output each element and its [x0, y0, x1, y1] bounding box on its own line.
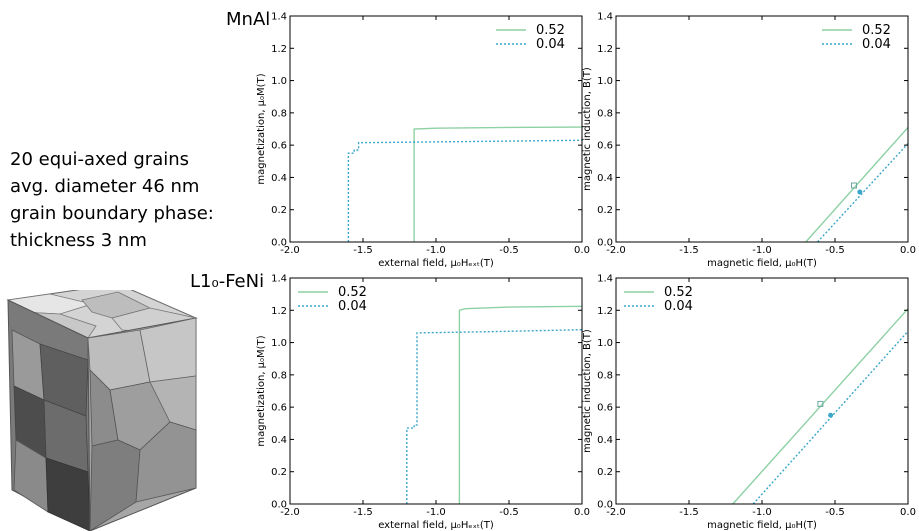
microstructure-description: 20 equi-axed grains avg. diameter 46 nm …: [10, 146, 214, 254]
series-line-0.04: [347, 139, 582, 242]
data-marker-0.52: [850, 182, 857, 189]
description-line: thickness 3 nm: [10, 230, 147, 251]
y-tick-label: 1.2: [271, 44, 287, 55]
x-tick-label: -0.5: [499, 245, 519, 256]
legend-label-0.52: 0.52: [536, 23, 565, 38]
y-tick-label: 0.2: [271, 205, 287, 216]
x-tick-label: -0.5: [825, 507, 845, 518]
series-line-0.04: [816, 143, 908, 242]
material-label-mnal: MnAl: [226, 9, 271, 30]
x-tick-label: -1.5: [679, 245, 699, 256]
legend-label-0.52: 0.52: [862, 23, 891, 38]
x-tick-label: -1.5: [679, 507, 699, 518]
y-tick-label: 0.8: [271, 108, 287, 119]
x-tick-label: -2.0: [606, 507, 626, 518]
y-tick-label: 0.4: [271, 173, 287, 184]
series-line-0.52: [458, 305, 582, 504]
legend-label-0.52: 0.52: [664, 285, 693, 300]
y-tick-label: 0.6: [271, 403, 287, 414]
y-tick-label: 0.4: [597, 435, 613, 446]
legend-label-0.04: 0.04: [862, 37, 891, 52]
chart-feni-magnetization: -2.0 -1.5 -1.0 -0.5 0.0 0.0 0.2 0.4 0.6 0.8 1.0 1.2…: [256, 274, 590, 531]
chart-mnal-induction: -2.0 -1.5 -1.0 -0.5 0.0 0.0 0.2 0.4 0.6 0.8 1.0 1.2…: [582, 12, 916, 270]
y-tick-label: 1.0: [597, 338, 613, 349]
data-marker-0.04: [828, 412, 834, 418]
y-tick-label: 0.0: [597, 238, 613, 249]
y-axis-label: magnetization, μ₀M(T): [256, 335, 267, 446]
y-tick-label: 0.4: [597, 173, 613, 184]
y-tick-label: 1.4: [271, 274, 287, 285]
x-tick-label: -0.5: [825, 245, 845, 256]
x-tick-label: -1.0: [752, 245, 772, 256]
y-axis-label: magnetic induction, B(T): [582, 329, 593, 453]
legend-label-0.04: 0.04: [536, 37, 565, 52]
y-tick-label: 0.0: [597, 500, 613, 511]
x-tick-label: -1.5: [353, 245, 373, 256]
description-line: avg. diameter 46 nm: [10, 176, 200, 197]
y-tick-label: 1.4: [597, 12, 613, 23]
y-axis-label: magnetization, μ₀M(T): [256, 73, 267, 184]
y-tick-label: 0.6: [597, 141, 613, 152]
x-tick-label: -1.0: [426, 507, 446, 518]
y-tick-label: 1.4: [597, 274, 613, 285]
x-tick-label: 0.0: [574, 507, 590, 518]
description-line: 20 equi-axed grains: [10, 149, 190, 170]
y-tick-label: 0.0: [271, 238, 287, 249]
y-tick-label: 1.0: [271, 338, 287, 349]
y-tick-label: 1.4: [271, 12, 287, 23]
series-line-0.04: [406, 329, 582, 504]
grain-structure-cube-image: [6, 290, 198, 531]
series-line-0.52: [413, 126, 582, 242]
y-tick-label: 0.6: [271, 141, 287, 152]
plot-frame: [615, 277, 909, 505]
y-tick-label: 1.0: [597, 76, 613, 87]
y-tick-label: 1.2: [597, 306, 613, 317]
y-tick-label: 0.2: [597, 467, 613, 478]
x-tick-label: 0.0: [900, 507, 916, 518]
x-axis-label: magnetic field, μ₀H(T): [707, 520, 817, 531]
series-line-0.04: [752, 330, 908, 504]
x-tick-label: -2.0: [606, 245, 626, 256]
x-tick-label: -2.0: [280, 507, 300, 518]
y-tick-label: 0.0: [271, 500, 287, 511]
y-tick-label: 0.4: [271, 435, 287, 446]
chart-mnal-magnetization: -2.0 -1.5 -1.0 -0.5 0.0 0.0 0.2 0.4 0.6 0.8 1.0 1.2…: [256, 12, 590, 270]
material-label-feni: L1₀-FeNi: [190, 271, 265, 292]
y-tick-label: 0.8: [597, 370, 613, 381]
y-tick-label: 0.2: [597, 205, 613, 216]
description-line: grain boundary phase:: [10, 203, 214, 224]
x-tick-label: -1.0: [752, 507, 772, 518]
chart-feni-induction: -2.0 -1.5 -1.0 -0.5 0.0 0.0 0.2 0.4 0.6 0.8 1.0 1.2…: [582, 274, 916, 531]
x-tick-label: -1.5: [353, 507, 373, 518]
x-tick-label: -2.0: [280, 245, 300, 256]
plot-frame: [289, 277, 583, 505]
y-tick-label: 0.6: [597, 403, 613, 414]
y-tick-label: 1.2: [597, 44, 613, 55]
y-tick-label: 1.2: [271, 306, 287, 317]
y-tick-label: 1.0: [271, 76, 287, 87]
y-tick-label: 0.8: [597, 108, 613, 119]
legend-label-0.04: 0.04: [664, 299, 693, 314]
data-marker-0.52: [817, 400, 824, 407]
y-tick-label: 0.8: [271, 370, 287, 381]
legend-label-0.52: 0.52: [338, 285, 367, 300]
x-axis-label: external field, μ₀Hₑₓₜ(T): [378, 520, 494, 531]
x-axis-label: external field, μ₀Hₑₓₜ(T): [378, 258, 494, 269]
x-tick-label: 0.0: [900, 245, 916, 256]
legend-label-0.04: 0.04: [338, 299, 367, 314]
y-tick-label: 0.2: [271, 467, 287, 478]
x-tick-label: 0.0: [574, 245, 590, 256]
y-axis-label: magnetic induction, B(T): [582, 67, 593, 191]
x-tick-label: -1.0: [426, 245, 446, 256]
x-axis-label: magnetic field, μ₀H(T): [707, 258, 817, 269]
x-tick-label: -0.5: [499, 507, 519, 518]
data-marker-0.04: [857, 189, 863, 195]
